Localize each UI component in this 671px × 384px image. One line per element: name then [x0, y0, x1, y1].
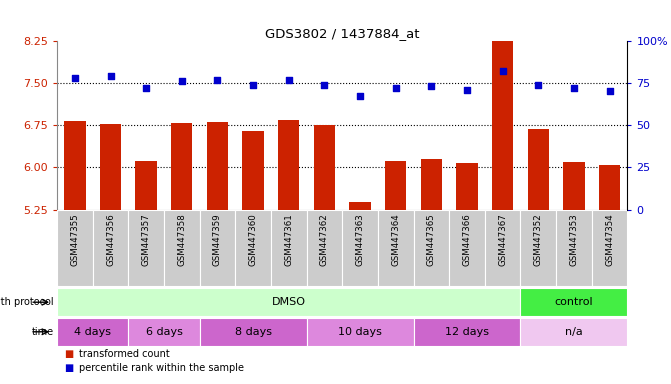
Point	[355, 93, 366, 99]
Point	[176, 78, 187, 84]
Bar	[378, 210, 413, 286]
Bar	[592, 210, 627, 286]
Text: time: time	[32, 327, 54, 337]
Bar	[100, 124, 121, 210]
Bar	[136, 161, 157, 210]
Text: GSM447366: GSM447366	[462, 214, 472, 266]
Bar	[164, 210, 200, 286]
Bar	[413, 318, 521, 346]
Text: GSM447364: GSM447364	[391, 214, 400, 266]
Bar	[171, 123, 193, 210]
Text: GSM447352: GSM447352	[533, 214, 543, 266]
Title: GDS3802 / 1437884_at: GDS3802 / 1437884_at	[265, 26, 419, 40]
Bar	[521, 210, 556, 286]
Text: 12 days: 12 days	[445, 327, 489, 337]
Text: control: control	[555, 297, 593, 307]
Point	[105, 73, 116, 79]
Bar	[456, 163, 478, 210]
Text: percentile rank within the sample: percentile rank within the sample	[79, 363, 244, 373]
Bar	[236, 210, 271, 286]
Point	[462, 87, 472, 93]
Bar	[200, 318, 307, 346]
Text: GSM447365: GSM447365	[427, 214, 436, 266]
Point	[391, 85, 401, 91]
Point	[70, 75, 81, 81]
Bar	[421, 159, 442, 210]
Bar	[484, 210, 521, 286]
Text: GSM447358: GSM447358	[177, 214, 187, 266]
Bar	[385, 161, 407, 210]
Bar	[313, 125, 335, 210]
Text: growth protocol: growth protocol	[0, 297, 54, 307]
Bar	[521, 318, 627, 346]
Text: GSM447353: GSM447353	[570, 214, 578, 266]
Text: GSM447361: GSM447361	[285, 214, 293, 266]
Bar	[57, 318, 128, 346]
Text: 8 days: 8 days	[235, 327, 272, 337]
Point	[497, 68, 508, 74]
Bar	[57, 210, 93, 286]
Point	[533, 81, 544, 88]
Text: GSM447354: GSM447354	[605, 214, 614, 266]
Point	[604, 88, 615, 94]
Text: GSM447359: GSM447359	[213, 214, 222, 266]
Bar	[307, 318, 413, 346]
Text: ■: ■	[64, 349, 73, 359]
Text: GSM447355: GSM447355	[70, 214, 79, 266]
Text: GSM447367: GSM447367	[498, 214, 507, 266]
Bar	[93, 210, 128, 286]
Bar	[128, 318, 200, 346]
Bar	[527, 129, 549, 210]
Bar	[200, 210, 236, 286]
Text: GSM447356: GSM447356	[106, 214, 115, 266]
Point	[426, 83, 437, 89]
Text: GSM447357: GSM447357	[142, 214, 151, 266]
Point	[568, 85, 579, 91]
Bar	[64, 121, 86, 210]
Text: 10 days: 10 days	[338, 327, 382, 337]
Bar	[207, 122, 228, 210]
Text: 6 days: 6 days	[146, 327, 183, 337]
Bar	[556, 210, 592, 286]
Text: GSM447362: GSM447362	[320, 214, 329, 266]
Text: ■: ■	[64, 363, 73, 373]
Text: n/a: n/a	[565, 327, 583, 337]
Bar	[521, 288, 627, 316]
Point	[319, 81, 329, 88]
Text: 4 days: 4 days	[74, 327, 111, 337]
Bar	[449, 210, 484, 286]
Bar	[307, 210, 342, 286]
Bar	[57, 288, 521, 316]
Point	[248, 81, 258, 88]
Text: GSM447363: GSM447363	[356, 214, 364, 266]
Bar	[128, 210, 164, 286]
Bar	[278, 119, 299, 210]
Text: DMSO: DMSO	[272, 297, 306, 307]
Bar	[413, 210, 449, 286]
Bar	[599, 165, 620, 210]
Bar	[271, 210, 307, 286]
Bar	[342, 210, 378, 286]
Text: transformed count: transformed count	[79, 349, 169, 359]
Point	[283, 76, 294, 83]
Bar	[563, 162, 584, 210]
Point	[141, 85, 152, 91]
Bar	[492, 4, 513, 210]
Bar	[350, 202, 370, 210]
Text: GSM447360: GSM447360	[248, 214, 258, 266]
Point	[212, 76, 223, 83]
Bar	[242, 131, 264, 210]
